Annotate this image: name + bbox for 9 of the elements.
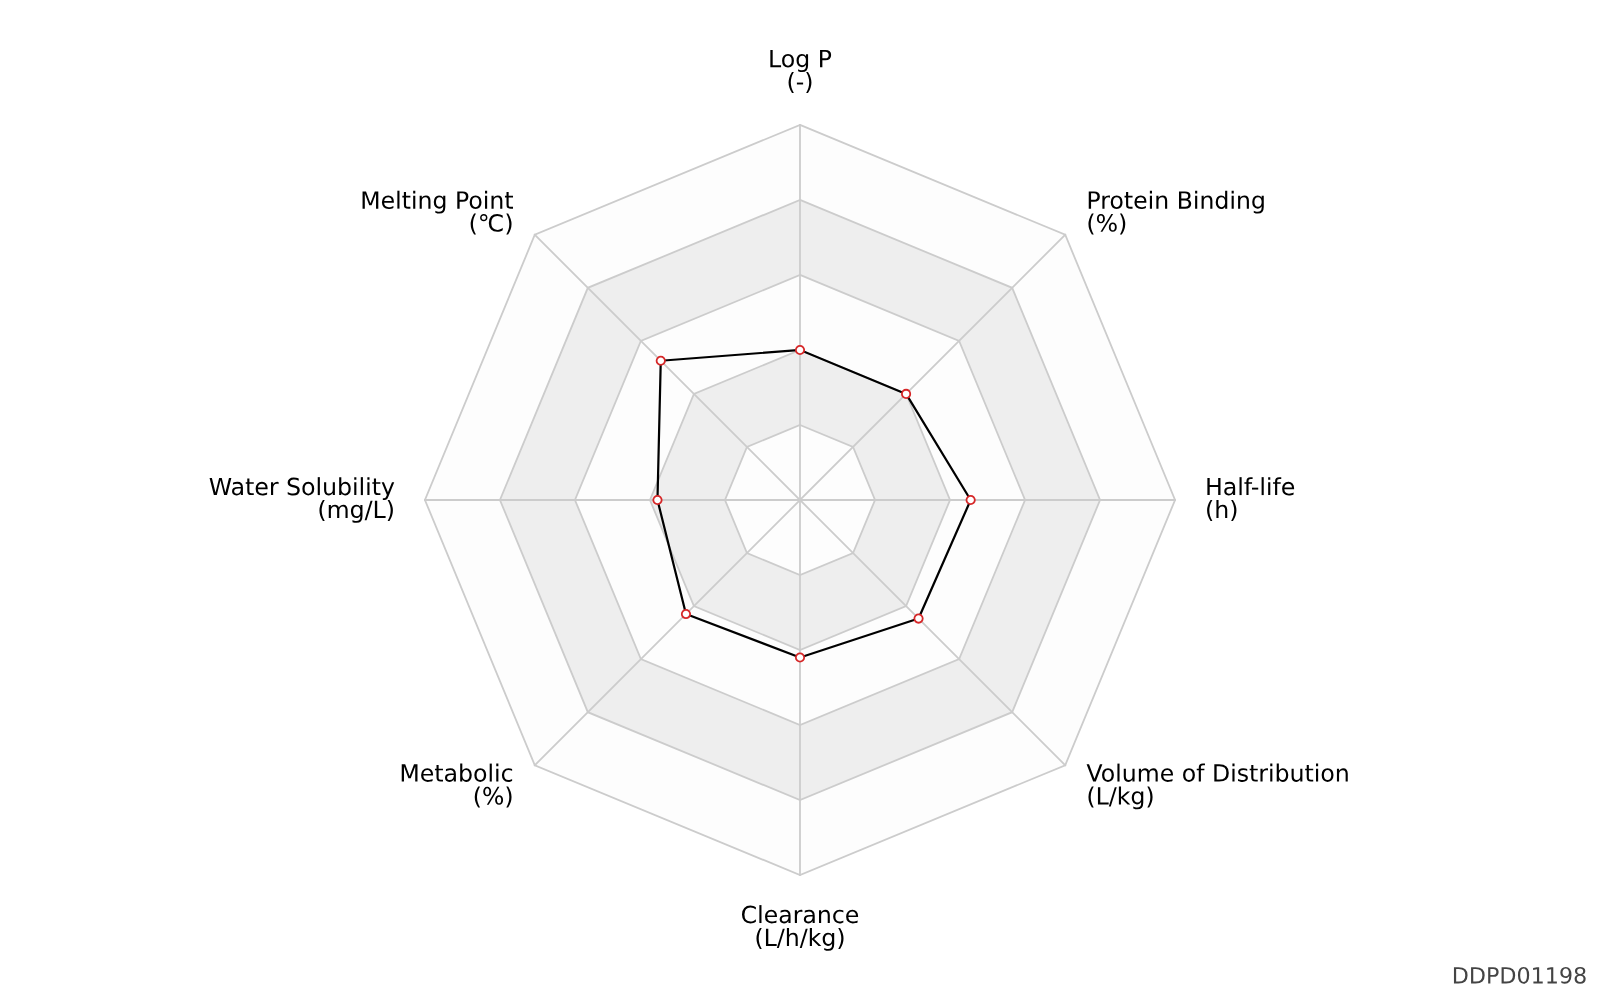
spoke-label: Protein Binding (%) — [1088, 190, 1264, 235]
spoke-label: Volume of Distribution (L/kg) — [1086, 763, 1348, 810]
spoke-label: Melting Point (℃) — [362, 190, 514, 235]
text: DDPD01198 — [1453, 966, 1586, 984]
spoke-label: Log P (-) — [770, 49, 832, 94]
spoke-label: Metabolic (%) — [401, 763, 513, 808]
spoke-label: Water Solubility (mg/L) — [209, 477, 395, 523]
spoke-label: Clearance (L/h/kg) — [741, 905, 859, 951]
spoke-label: Half-life (h) — [1207, 477, 1295, 522]
